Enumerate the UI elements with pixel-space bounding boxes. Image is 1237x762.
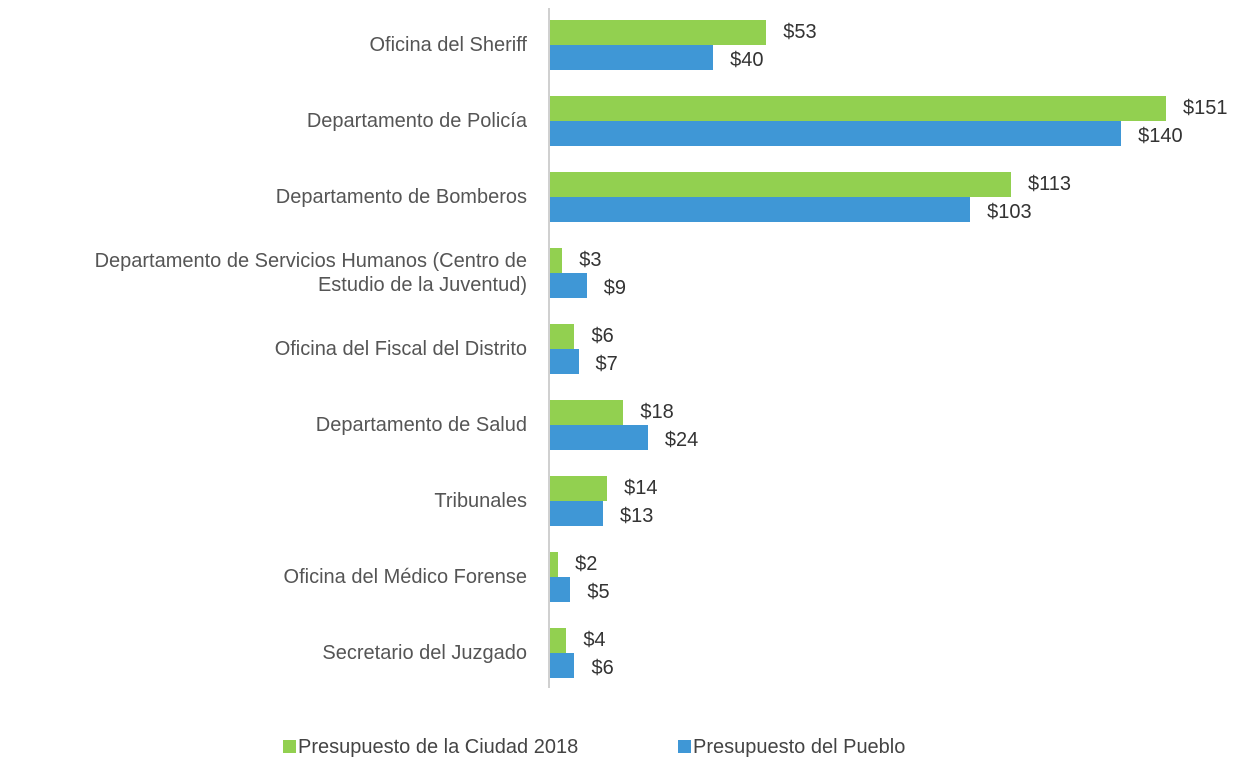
value-label: $103 [987,200,1032,223]
bar [550,121,1122,146]
bar [550,577,571,602]
bar [550,425,648,450]
bar [550,653,575,678]
value-label: $151 [1183,96,1228,119]
value-label: $7 [595,352,618,375]
bar [550,197,971,222]
value-label: $53 [783,20,817,43]
cat: Tribunales [434,490,527,512]
value-label: $4 [583,628,606,651]
value-label: $6 [591,656,614,679]
value-label: $40 [730,48,764,71]
cat: Secretario del Juzgado [322,642,527,664]
value-label: $2 [575,552,598,575]
value-label: $3 [579,248,602,271]
legend-swatch [678,740,691,753]
value-label: $24 [664,428,699,451]
bar [550,501,604,526]
legend-label: Presupuesto del Pueblo [693,736,906,758]
bar [550,96,1166,121]
cat: Departamento de Bomberos [275,186,527,208]
value-label: $18 [640,400,674,423]
cat: Departamento de Servicios Humanos (Centr… [94,250,527,296]
cat: Departamento de Salud [315,414,527,436]
cat: Oficina del Fiscal del Distrito [274,338,527,360]
bar [550,45,714,70]
bar [550,273,587,298]
legend-swatch [283,740,296,753]
legend-label: Presupuesto de la Ciudad 2018 [298,736,579,758]
axis-line [548,8,550,688]
bar [550,20,767,45]
cat: Oficina del Sheriff [369,34,528,56]
value-label: $140 [1138,124,1183,147]
bar [550,172,1011,197]
value-label: $13 [620,504,654,527]
value-label: $14 [624,476,658,499]
cat: Departamento de Policía [306,110,527,132]
value-label: $5 [587,580,610,603]
bar [550,400,624,425]
value-label: $9 [603,276,626,299]
bar [550,476,608,501]
cat: Oficina del Médico Forense [283,566,527,588]
bar [550,349,579,374]
bar [550,628,567,653]
bar [550,552,559,577]
value-label: $6 [591,324,614,347]
value-label: $113 [1027,172,1071,195]
bar [550,248,563,273]
bar [550,324,575,349]
